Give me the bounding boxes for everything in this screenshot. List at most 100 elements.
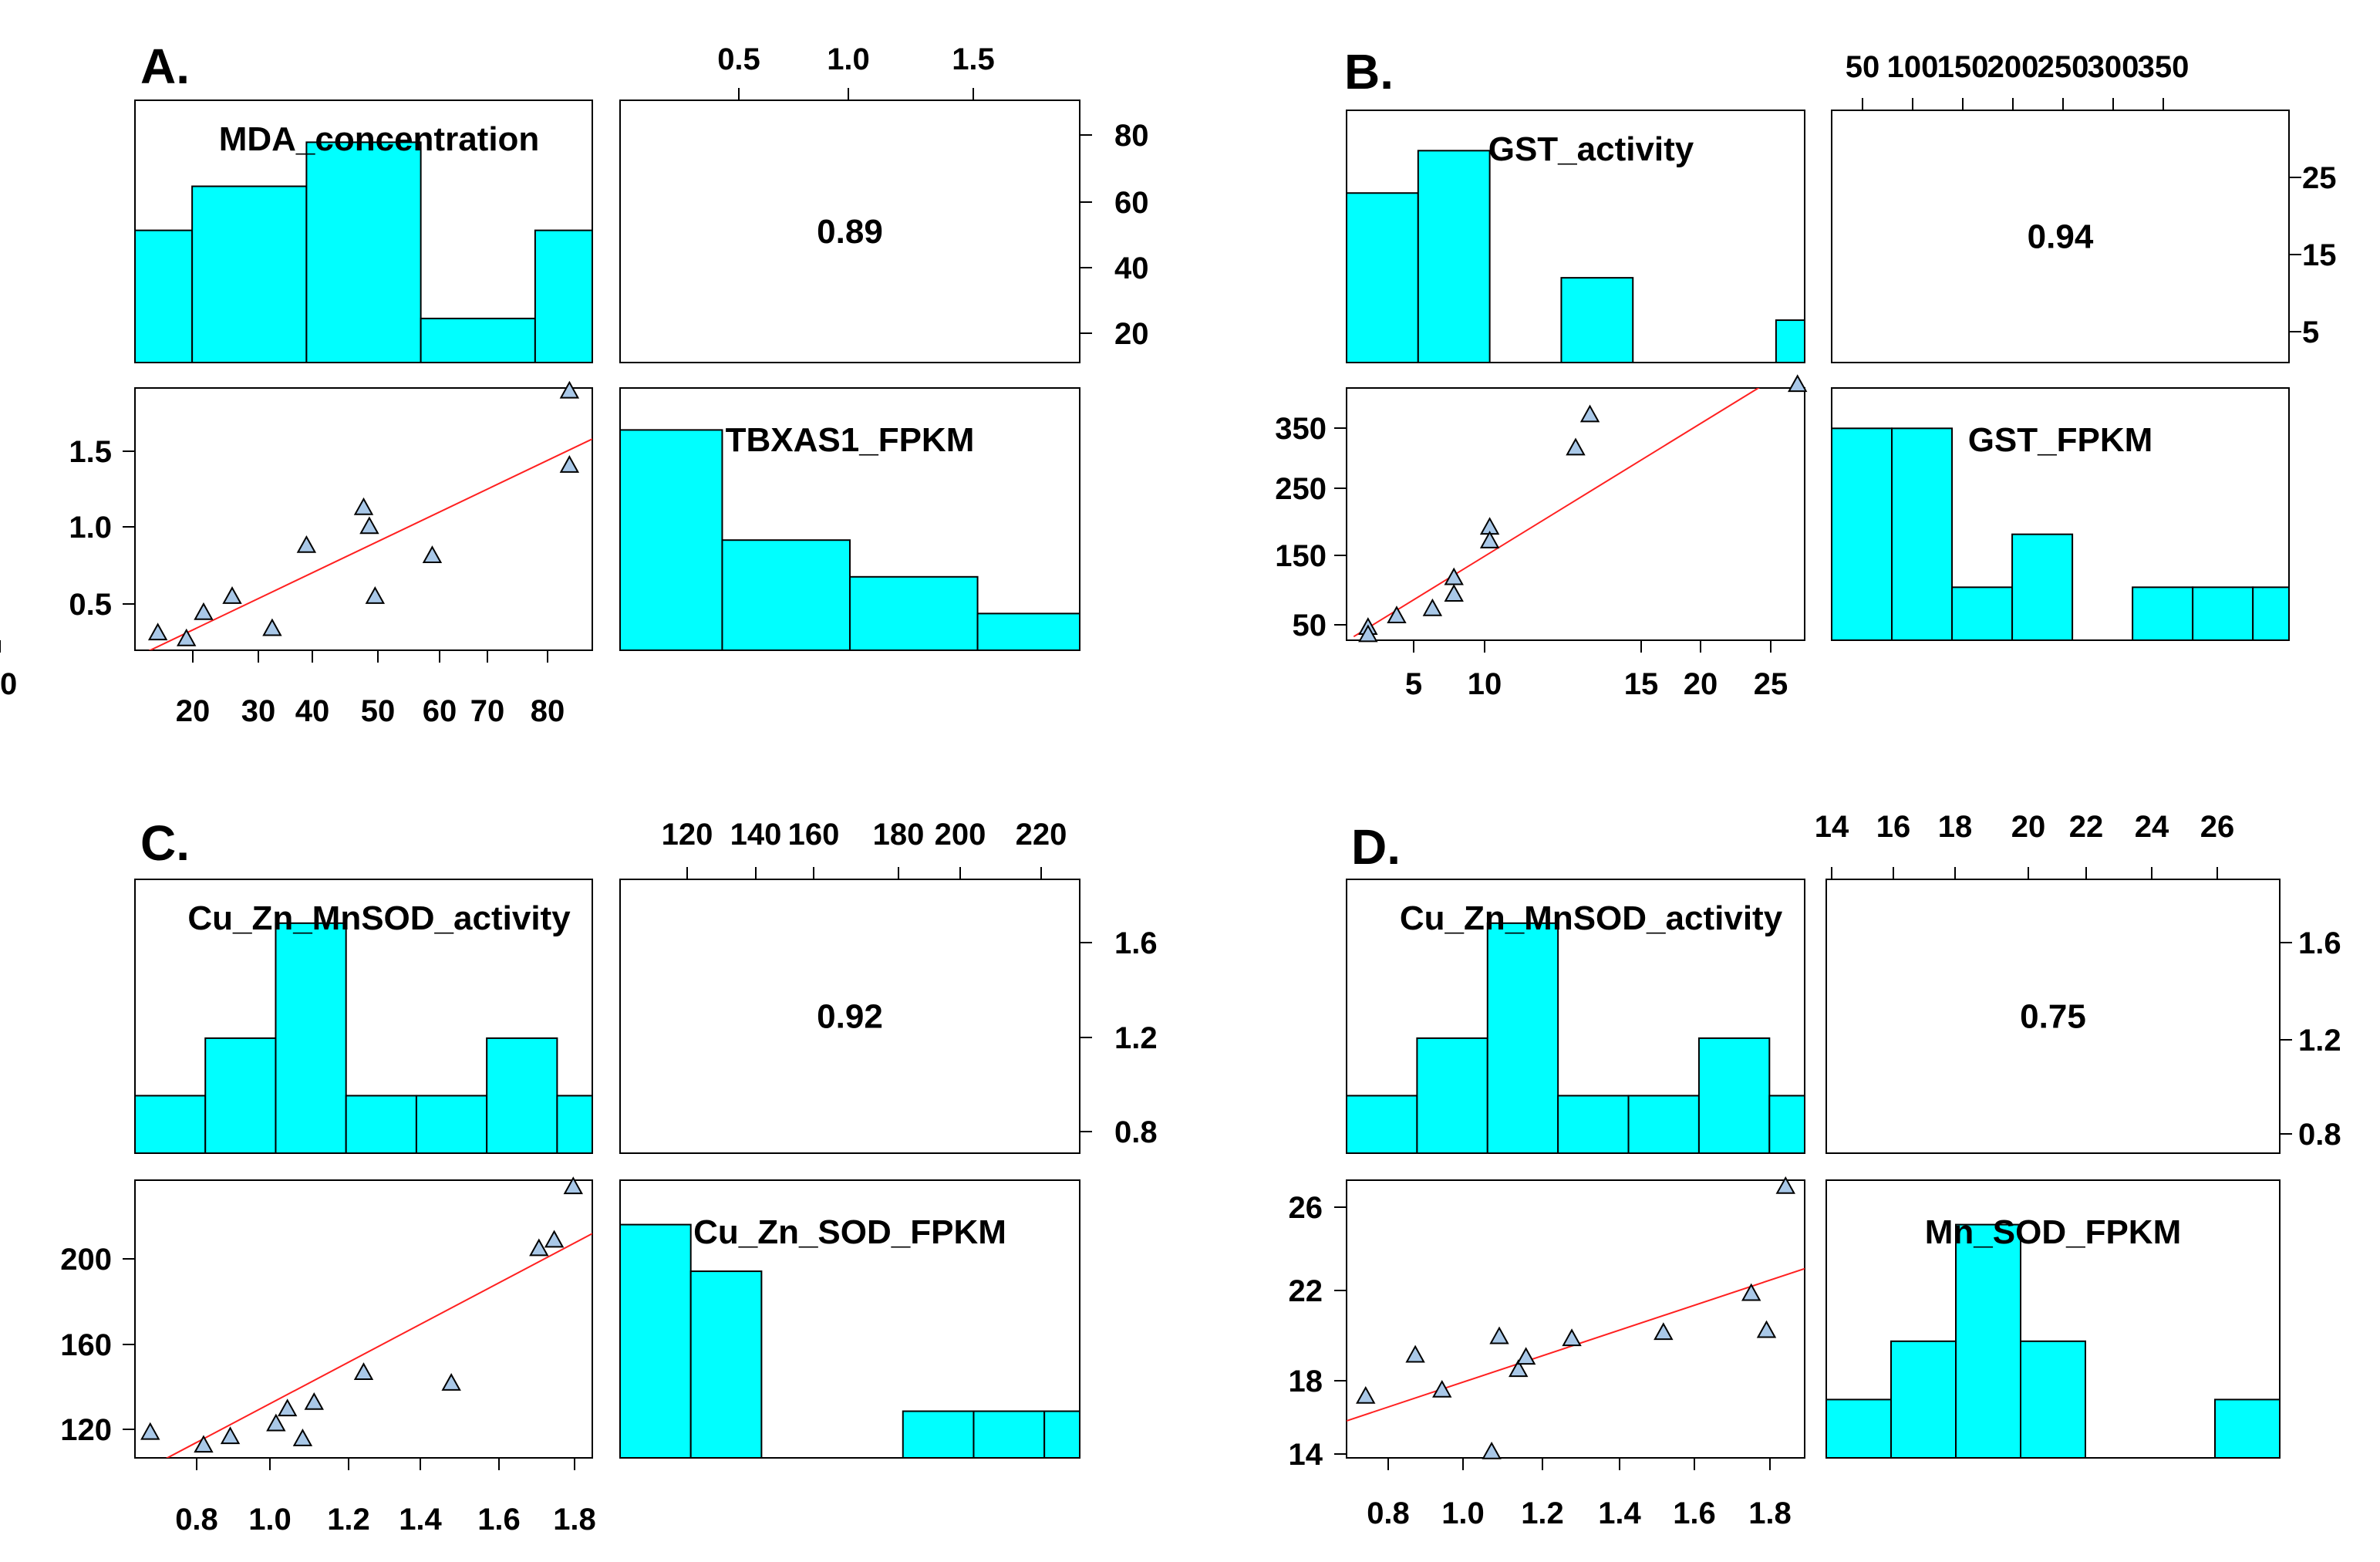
data-point-8 (365, 586, 386, 604)
data-point-9 (1741, 1283, 1761, 1301)
bottom-tick-label-4: 1.6 (477, 1503, 521, 1537)
hist-var1-bar-3 (1557, 1095, 1630, 1154)
data-point-9 (422, 545, 443, 564)
scatter-box (134, 1179, 593, 1459)
data-point-7 (1562, 1328, 1582, 1347)
variable-name-2: GST_FPKM (1968, 421, 2153, 459)
bottom-tick-label-0: 0.8 (175, 1503, 218, 1537)
data-point-0 (1356, 1385, 1376, 1404)
data-point-2 (220, 1426, 241, 1445)
bottom-tick-label-0: 5 (1405, 667, 1422, 701)
right-tick-label-1: 40 (1114, 251, 1149, 285)
left-tick-label-1: 150 (1275, 539, 1327, 573)
variable-name-2: TBXAS1_FPKM (726, 421, 975, 459)
top-tick-label-5: 300 (2088, 50, 2139, 84)
hist-var2-bar-3 (2011, 533, 2074, 641)
hist-var2-bar-6 (2214, 1398, 2281, 1459)
panel-4: D. Cu_Zn_MnSOD_activity 0.75 Mn_SOD_FPKM 14 1… (1289, 810, 2341, 1530)
hist-var1-bar-1 (204, 1037, 277, 1155)
hist-var1-bar-5 (486, 1037, 558, 1155)
right-tick-label-0: 5 (2302, 315, 2319, 349)
variable-name-2: Cu_Zn_SOD_FPKM (693, 1213, 1006, 1251)
left-tick-label-3: 350 (1275, 412, 1327, 446)
data-point-0 (147, 622, 168, 641)
data-point-1 (1405, 1344, 1425, 1363)
data-point-6 (304, 1392, 324, 1410)
bottom-tick-label-5: 30 (0, 667, 17, 701)
hist-var1-bar-0 (134, 1095, 207, 1154)
corr-box (1825, 879, 2281, 1154)
left-tick-label-0: 120 (60, 1413, 112, 1447)
bottom-tick-label-5: 1.8 (1748, 1496, 1792, 1530)
bottom-tick-label-3: 1.4 (1598, 1496, 1641, 1530)
corr-box (1831, 110, 2290, 363)
hist-var2-bar-4 (902, 1410, 975, 1459)
regression-line (165, 1233, 592, 1458)
bottom-tick-label-1: 1.0 (248, 1503, 292, 1537)
diag-box-var1 (134, 879, 593, 1154)
left-tick-label-0: 14 (1289, 1438, 1323, 1472)
data-point-8 (1566, 437, 1586, 456)
data-point-2 (1387, 606, 1407, 624)
diag-box-var2 (619, 1179, 1080, 1459)
bottom-tick-label-2: 1.2 (327, 1503, 370, 1537)
hist-var1-bar-2 (305, 141, 422, 363)
variable-name-1: Cu_Zn_MnSOD_activity (187, 899, 571, 937)
data-point-3 (1482, 1441, 1502, 1459)
right-tick-label-0: 0.8 (1114, 1115, 1158, 1149)
hist-var1-bar-3 (1560, 277, 1634, 363)
right-tick-label-2: 1.6 (1114, 926, 1158, 960)
data-point-7 (1479, 531, 1500, 548)
hist-var1-bar-3 (345, 1095, 417, 1154)
top-tick-label-5: 24 (2135, 810, 2169, 844)
left-tick-label-0: 0.5 (69, 588, 112, 622)
data-point-1 (194, 1435, 214, 1453)
left-tick-label-1: 160 (60, 1328, 112, 1362)
hist-var1-bar-0 (134, 229, 194, 364)
data-point-7 (359, 516, 379, 535)
right-tick-label-3: 80 (1114, 119, 1149, 153)
data-point-7 (353, 1362, 374, 1381)
hist-var2-bar-5 (973, 1410, 1046, 1459)
data-point-5 (1509, 1359, 1529, 1378)
data-point-5 (296, 535, 317, 553)
hist-var1-bar-6 (1768, 1095, 1805, 1154)
bottom-tick-label-4: 25 (1754, 667, 1788, 701)
data-point-9 (1579, 404, 1600, 423)
hist-var1-bar-1 (1416, 1037, 1488, 1155)
right-tick-label-2: 25 (2302, 161, 2337, 195)
top-tick-label-2: 18 (1938, 810, 1973, 844)
bottom-tick-label-4: 1.6 (1673, 1496, 1716, 1530)
data-point-3 (222, 586, 242, 604)
scatter-box (1346, 387, 1805, 641)
data-point-2 (194, 602, 214, 620)
right-tick-label-2: 60 (1114, 186, 1149, 220)
scatter-box (134, 387, 593, 651)
top-tick-label-4: 200 (935, 818, 986, 852)
bottom-tick-label-4: 60 (423, 694, 457, 728)
variable-name-1: GST_activity (1488, 130, 1694, 168)
hist-var2-bar-2 (849, 575, 979, 651)
bottom-tick-label-2: 40 (295, 694, 330, 728)
panel-3: C. Cu_Zn_MnSOD_activity 0.92 Cu_Zn_SOD_FPKM… (60, 815, 1157, 1537)
panel-label: A. (140, 39, 190, 94)
variable-name-2: Mn_SOD_FPKM (1925, 1213, 2181, 1251)
top-tick-label-1: 16 (1876, 810, 1911, 844)
data-point-4 (1489, 1326, 1509, 1344)
hist-var2-bar-0 (619, 429, 723, 652)
hist-var1-bar-1 (191, 185, 308, 363)
corr-box (619, 100, 1080, 363)
correlation-value: 0.94 (2028, 218, 2094, 256)
data-point-11 (563, 1176, 583, 1195)
hist-var1-bar-0 (1346, 192, 1419, 363)
bottom-tick-label-0: 20 (176, 694, 211, 728)
variable-name-1: MDA_concentration (219, 120, 540, 158)
hist-var1-bar-0 (1346, 1095, 1418, 1154)
hist-var2-bar-1 (689, 1270, 763, 1459)
hist-var2-bar-2 (1955, 1223, 2021, 1459)
diag-box-var1 (134, 100, 593, 363)
scatter-box (1346, 1179, 1805, 1459)
data-point-10 (1756, 1320, 1777, 1338)
left-tick-label-3: 26 (1289, 1191, 1323, 1225)
